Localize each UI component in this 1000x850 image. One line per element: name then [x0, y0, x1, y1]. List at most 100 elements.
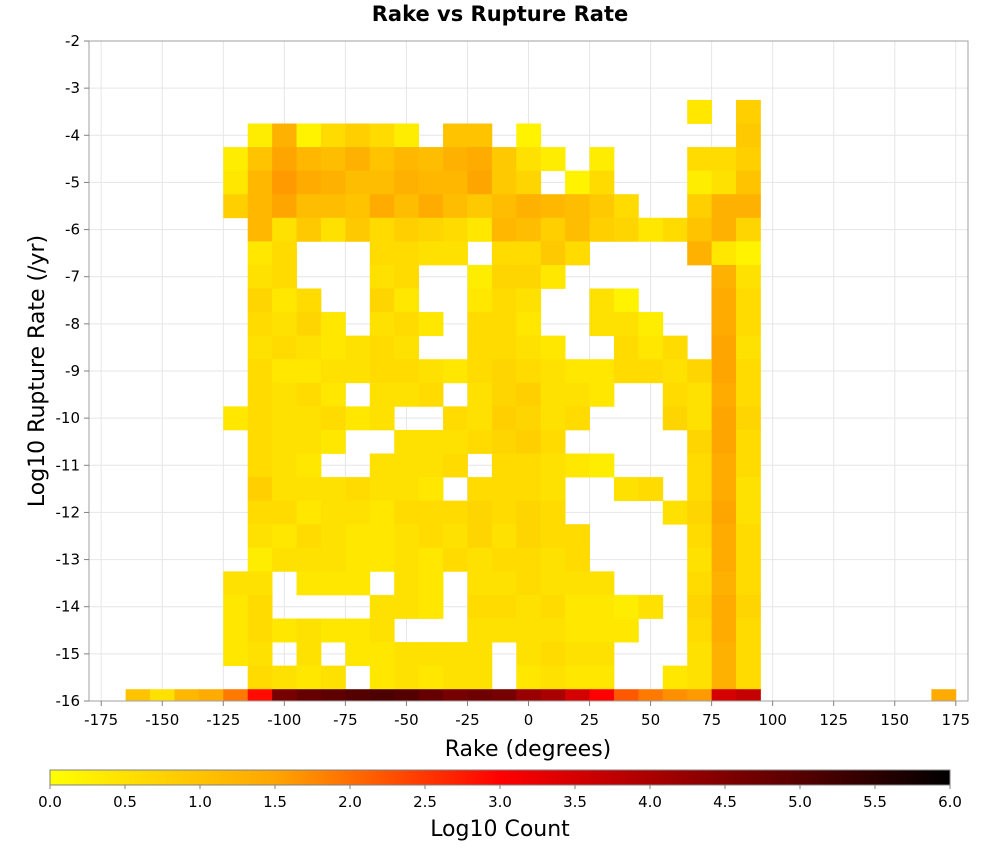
heatmap-cell [418, 429, 444, 454]
heatmap-cell [418, 382, 444, 407]
heatmap-cell [711, 264, 737, 289]
heatmap-cell [687, 571, 713, 596]
heatmap-cell [272, 477, 297, 502]
heatmap-cell [491, 477, 517, 502]
heatmap-cell [662, 359, 688, 384]
heatmap-cell [247, 477, 273, 502]
heatmap-cell [247, 288, 273, 313]
heatmap-cell [467, 500, 493, 525]
heatmap-cell [613, 335, 639, 360]
heatmap-cell [320, 382, 346, 407]
heatmap-cell [296, 147, 322, 172]
heatmap-cell [662, 382, 688, 407]
heatmap-cell [443, 453, 468, 478]
heatmap-cell [394, 429, 420, 454]
heatmap-cell [272, 123, 297, 148]
heatmap-cell [467, 571, 493, 596]
heatmap-cell [272, 264, 297, 289]
heatmap-cell [369, 665, 395, 690]
heatmap-cell [345, 618, 371, 643]
colorbar-tick-label: 3.0 [488, 793, 512, 811]
heatmap-cell [736, 241, 761, 266]
heatmap-cell [272, 312, 297, 337]
heatmap-cell [418, 665, 444, 690]
heatmap-cell [491, 547, 517, 572]
heatmap-cell [467, 547, 493, 572]
heatmap-cell [662, 500, 688, 525]
heatmap-cell [247, 547, 273, 572]
heatmap-cell [540, 547, 566, 572]
heatmap-cell [369, 264, 395, 289]
y-tick-label: -7 [65, 268, 80, 286]
y-tick-label: -15 [56, 645, 81, 663]
heatmap-cell [589, 194, 615, 219]
heatmap-cell [296, 571, 322, 596]
heatmap-cell [296, 665, 322, 690]
heatmap-cell [516, 642, 542, 667]
heatmap-cell [369, 217, 395, 242]
x-tick-label: 175 [941, 711, 970, 729]
heatmap-cell [491, 264, 517, 289]
heatmap-cell [369, 642, 395, 667]
heatmap-cell [443, 194, 468, 219]
colorbar-title: Log10 Count [430, 817, 570, 842]
heatmap-cell [296, 429, 322, 454]
heatmap-cell [687, 359, 713, 384]
heatmap-cell [345, 689, 371, 702]
heatmap-cell [736, 571, 761, 596]
heatmap-cell [345, 123, 371, 148]
heatmap-cell [272, 359, 297, 384]
heatmap-cell [223, 571, 249, 596]
heatmap-cell [247, 665, 273, 690]
heatmap-cell [467, 406, 493, 431]
heatmap-cell [736, 123, 761, 148]
y-axis-ticks: -2 -3 -4 -5 -6 -7 -8 -9 -10 -11 -12 -13 -14 -15 -16 [56, 32, 89, 710]
x-tick-label: -50 [394, 711, 419, 729]
heatmap-cell [418, 241, 444, 266]
heatmap-cell [223, 594, 249, 619]
heatmap-cell [443, 524, 468, 549]
heatmap-cell [272, 335, 297, 360]
heatmap-cell [540, 618, 566, 643]
heatmap-cell [540, 429, 566, 454]
heatmap-cell [736, 99, 761, 124]
heatmap-cell [247, 170, 273, 195]
heatmap-cell [565, 217, 590, 242]
heatmap-cell [565, 524, 590, 549]
heatmap-cell [345, 406, 371, 431]
heatmap-cell [174, 689, 200, 702]
heatmap-cell [736, 194, 761, 219]
heatmap-cell [736, 689, 761, 702]
heatmap-cell [491, 524, 517, 549]
heatmap-cell [516, 288, 542, 313]
heatmap-cell [467, 335, 493, 360]
heatmap-cell [687, 406, 713, 431]
heatmap-cell [394, 147, 420, 172]
colorbar-tick-label: 4.0 [638, 793, 662, 811]
heatmap-cell [369, 618, 395, 643]
heatmap-cell [540, 241, 566, 266]
heatmap-cell [736, 453, 761, 478]
heatmap-cell [491, 147, 517, 172]
heatmap-cell [394, 665, 420, 690]
x-tick-label: -25 [455, 711, 480, 729]
heatmap-cell [394, 335, 420, 360]
heatmap-cell [296, 123, 322, 148]
heatmap-cell [418, 453, 444, 478]
heatmap-cell [516, 147, 542, 172]
heatmap-cell [320, 571, 346, 596]
heatmap-cell [369, 406, 395, 431]
heatmap-cell [736, 312, 761, 337]
heatmap-cell [687, 241, 713, 266]
heatmap-cell [320, 429, 346, 454]
heatmap-cell [223, 147, 249, 172]
heatmap-cell [247, 382, 273, 407]
heatmap-cell [540, 571, 566, 596]
heatmap-cell [369, 689, 395, 702]
heatmap-cell [272, 453, 297, 478]
heatmap-cell [272, 618, 297, 643]
heatmap-cell [467, 689, 493, 702]
heatmap-cell [540, 665, 566, 690]
heatmap-cell [272, 429, 297, 454]
colorbar-tick-label: 5.0 [788, 793, 812, 811]
